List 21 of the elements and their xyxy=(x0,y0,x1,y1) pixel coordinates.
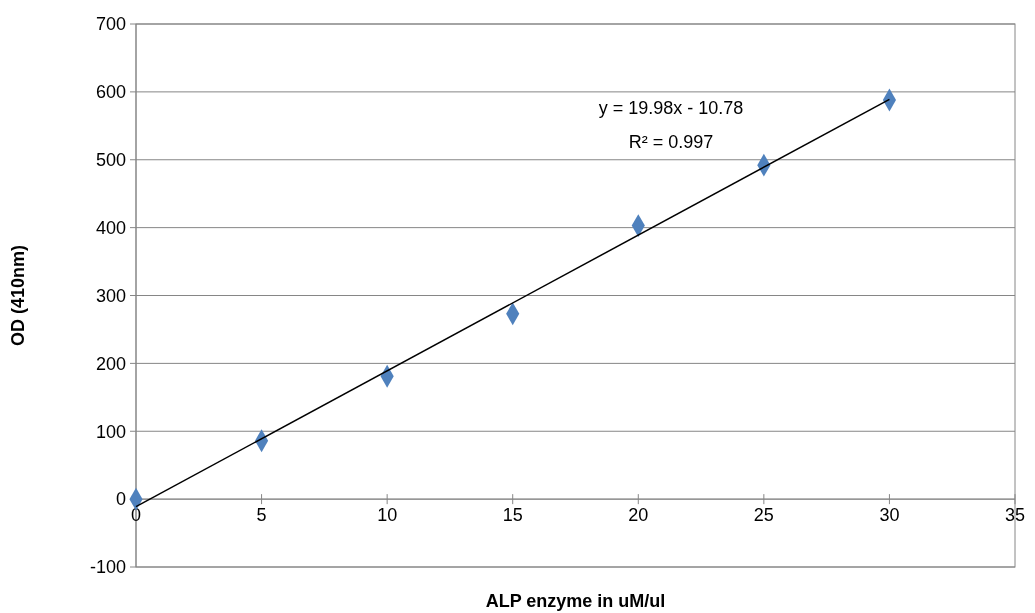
y-tick-label: 500 xyxy=(95,150,126,171)
x-tick-label: 20 xyxy=(628,505,649,526)
y-tick-label: 0 xyxy=(115,489,126,510)
y-tick-label: 100 xyxy=(95,421,126,442)
y-tick-label: 700 xyxy=(95,14,126,35)
annotation: R² = 0.997 xyxy=(628,131,714,152)
x-tick-label: 25 xyxy=(753,505,774,526)
y-tick-label: 300 xyxy=(95,285,126,306)
y-tick-label: 200 xyxy=(95,353,126,374)
x-tick-label: 10 xyxy=(377,505,398,526)
y-axis-title: OD (410nm) xyxy=(8,244,28,347)
x-tick-label: 5 xyxy=(256,505,267,526)
annotation: y = 19.98x - 10.78 xyxy=(598,97,744,118)
y-tick-label: -100 xyxy=(89,557,126,578)
x-tick-label: 0 xyxy=(130,505,142,526)
y-tick-label: 600 xyxy=(95,82,126,103)
x-tick-label: 15 xyxy=(502,505,523,526)
x-tick-label: 30 xyxy=(879,505,900,526)
x-axis-title: ALP enzyme in uM/ul xyxy=(485,591,666,611)
y-tick-label: 400 xyxy=(95,217,126,238)
x-tick-label: 35 xyxy=(1004,505,1026,526)
